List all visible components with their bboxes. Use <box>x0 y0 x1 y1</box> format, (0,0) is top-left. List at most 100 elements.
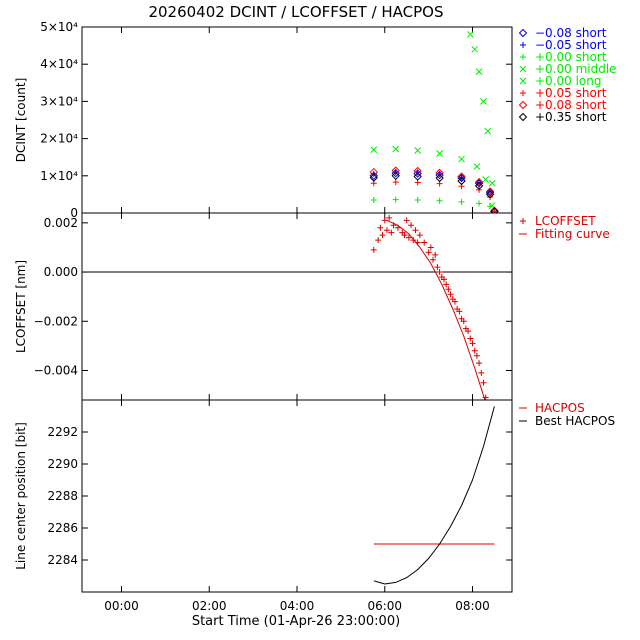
legend-swatch <box>520 218 526 224</box>
data-point <box>476 360 483 367</box>
legend-label: +0.35 short <box>535 110 607 124</box>
data-point <box>392 196 399 203</box>
y-tick-label: 2286 <box>47 521 78 535</box>
data-point <box>414 147 422 154</box>
data-point <box>401 232 408 239</box>
series-group <box>370 214 489 400</box>
x-tick-label: 08:00 <box>455 599 490 613</box>
data-point <box>457 176 466 186</box>
data-point <box>377 224 384 231</box>
legend-label: +0.00 middle <box>535 62 617 76</box>
data-point <box>412 227 419 234</box>
y-tick-label: 2284 <box>47 553 78 567</box>
data-point <box>490 206 499 213</box>
legend-swatch <box>518 28 528 38</box>
data-point <box>436 197 443 204</box>
data-point <box>392 145 400 153</box>
legend-swatch <box>520 54 526 60</box>
data-point <box>370 196 377 203</box>
y-tick-label: 1×10⁴ <box>40 169 78 183</box>
data-point <box>482 176 490 183</box>
data-point <box>421 239 428 246</box>
data-point <box>413 166 422 176</box>
data-point <box>370 246 377 253</box>
panel-dcint: 0 1×10⁴ 2×10⁴ 3×10⁴ 4×10⁴ 5×10⁴ DCINT [count] −… <box>14 20 617 220</box>
data-point <box>456 308 463 315</box>
data-point <box>460 318 467 325</box>
y-axis-label: DCINT [count] <box>14 78 28 163</box>
y-tick-label: 0 <box>70 206 78 220</box>
data-point <box>475 68 483 75</box>
data-point <box>484 127 492 135</box>
data-point <box>490 207 499 213</box>
data-point <box>369 173 378 182</box>
data-point <box>403 217 410 224</box>
data-point <box>487 188 494 195</box>
data-point <box>491 208 498 213</box>
data-point <box>488 179 496 187</box>
data-point <box>392 179 399 186</box>
data-point <box>369 167 378 177</box>
y-tick-label: 0.002 <box>44 216 78 230</box>
data-point <box>430 256 437 263</box>
data-point <box>458 155 465 163</box>
series-group <box>369 31 499 213</box>
y-axis-label: LCOFFSET [nm] <box>14 260 28 353</box>
data-point <box>383 227 390 234</box>
data-point <box>375 237 382 244</box>
data-point <box>443 281 450 288</box>
data-point <box>469 340 476 347</box>
legend-label: +0.05 short <box>535 86 607 100</box>
data-point <box>445 286 452 293</box>
legend-swatch <box>519 65 527 73</box>
data-point <box>480 98 487 105</box>
y-axis-label: Line center position [bit] <box>14 422 28 570</box>
y-tick-label: −0.004 <box>34 363 78 377</box>
legend-label: −0.08 short <box>535 26 607 40</box>
y-tick-label: 5×10⁴ <box>40 20 78 34</box>
data-point <box>408 222 415 229</box>
data-point <box>379 232 386 239</box>
x-tick-label: 06:00 <box>367 599 402 613</box>
y-tick-label: 4×10⁴ <box>40 57 78 71</box>
legend-label: +0.00 short <box>535 50 607 64</box>
legend-label: +0.00 long <box>535 74 602 88</box>
legend-label: HACPOS <box>535 401 585 415</box>
data-point <box>471 45 479 53</box>
legend-swatch <box>520 42 526 48</box>
x-axis-label: Start Time (01-Apr-26 23:00:00) <box>192 614 400 629</box>
legend-swatch <box>518 112 528 122</box>
data-point <box>480 379 487 386</box>
data-point <box>473 352 480 359</box>
y-tick-label: 3×10⁴ <box>40 94 78 108</box>
legend-label: LCOFFSET <box>535 214 596 228</box>
series-group <box>373 406 495 585</box>
data-point <box>485 190 495 199</box>
panel-lcoffset: −0.004 −0.002 0.000 0.002 LCOFFSET [nm] LCOFF… <box>14 212 610 401</box>
y-tick-label: 2×10⁴ <box>40 132 78 146</box>
figure-title: 20260402 DCINT / LCOFFSET / HACPOS <box>148 3 443 21</box>
data-point <box>414 196 421 203</box>
data-point <box>369 171 378 181</box>
data-point <box>471 347 478 354</box>
data-point <box>405 234 412 241</box>
series-line <box>373 406 495 585</box>
panel-hacpos: 2284 2286 2288 2290 2292 Line center position… <box>14 399 615 613</box>
data-point <box>474 181 484 191</box>
data-point <box>425 249 432 256</box>
data-point <box>435 168 444 178</box>
data-point <box>473 163 481 170</box>
data-point <box>391 171 400 181</box>
data-point <box>474 177 484 187</box>
y-tick-label: 2292 <box>47 425 78 439</box>
y-tick-label: 2288 <box>47 489 78 503</box>
data-point <box>370 146 378 154</box>
x-tick-label: 04:00 <box>280 599 315 613</box>
data-point <box>457 172 466 181</box>
data-point <box>451 298 458 305</box>
legend-label: Best HACPOS <box>535 414 615 428</box>
y-tick-label: 0.000 <box>44 265 78 279</box>
data-point <box>432 251 439 258</box>
data-point <box>465 328 472 335</box>
